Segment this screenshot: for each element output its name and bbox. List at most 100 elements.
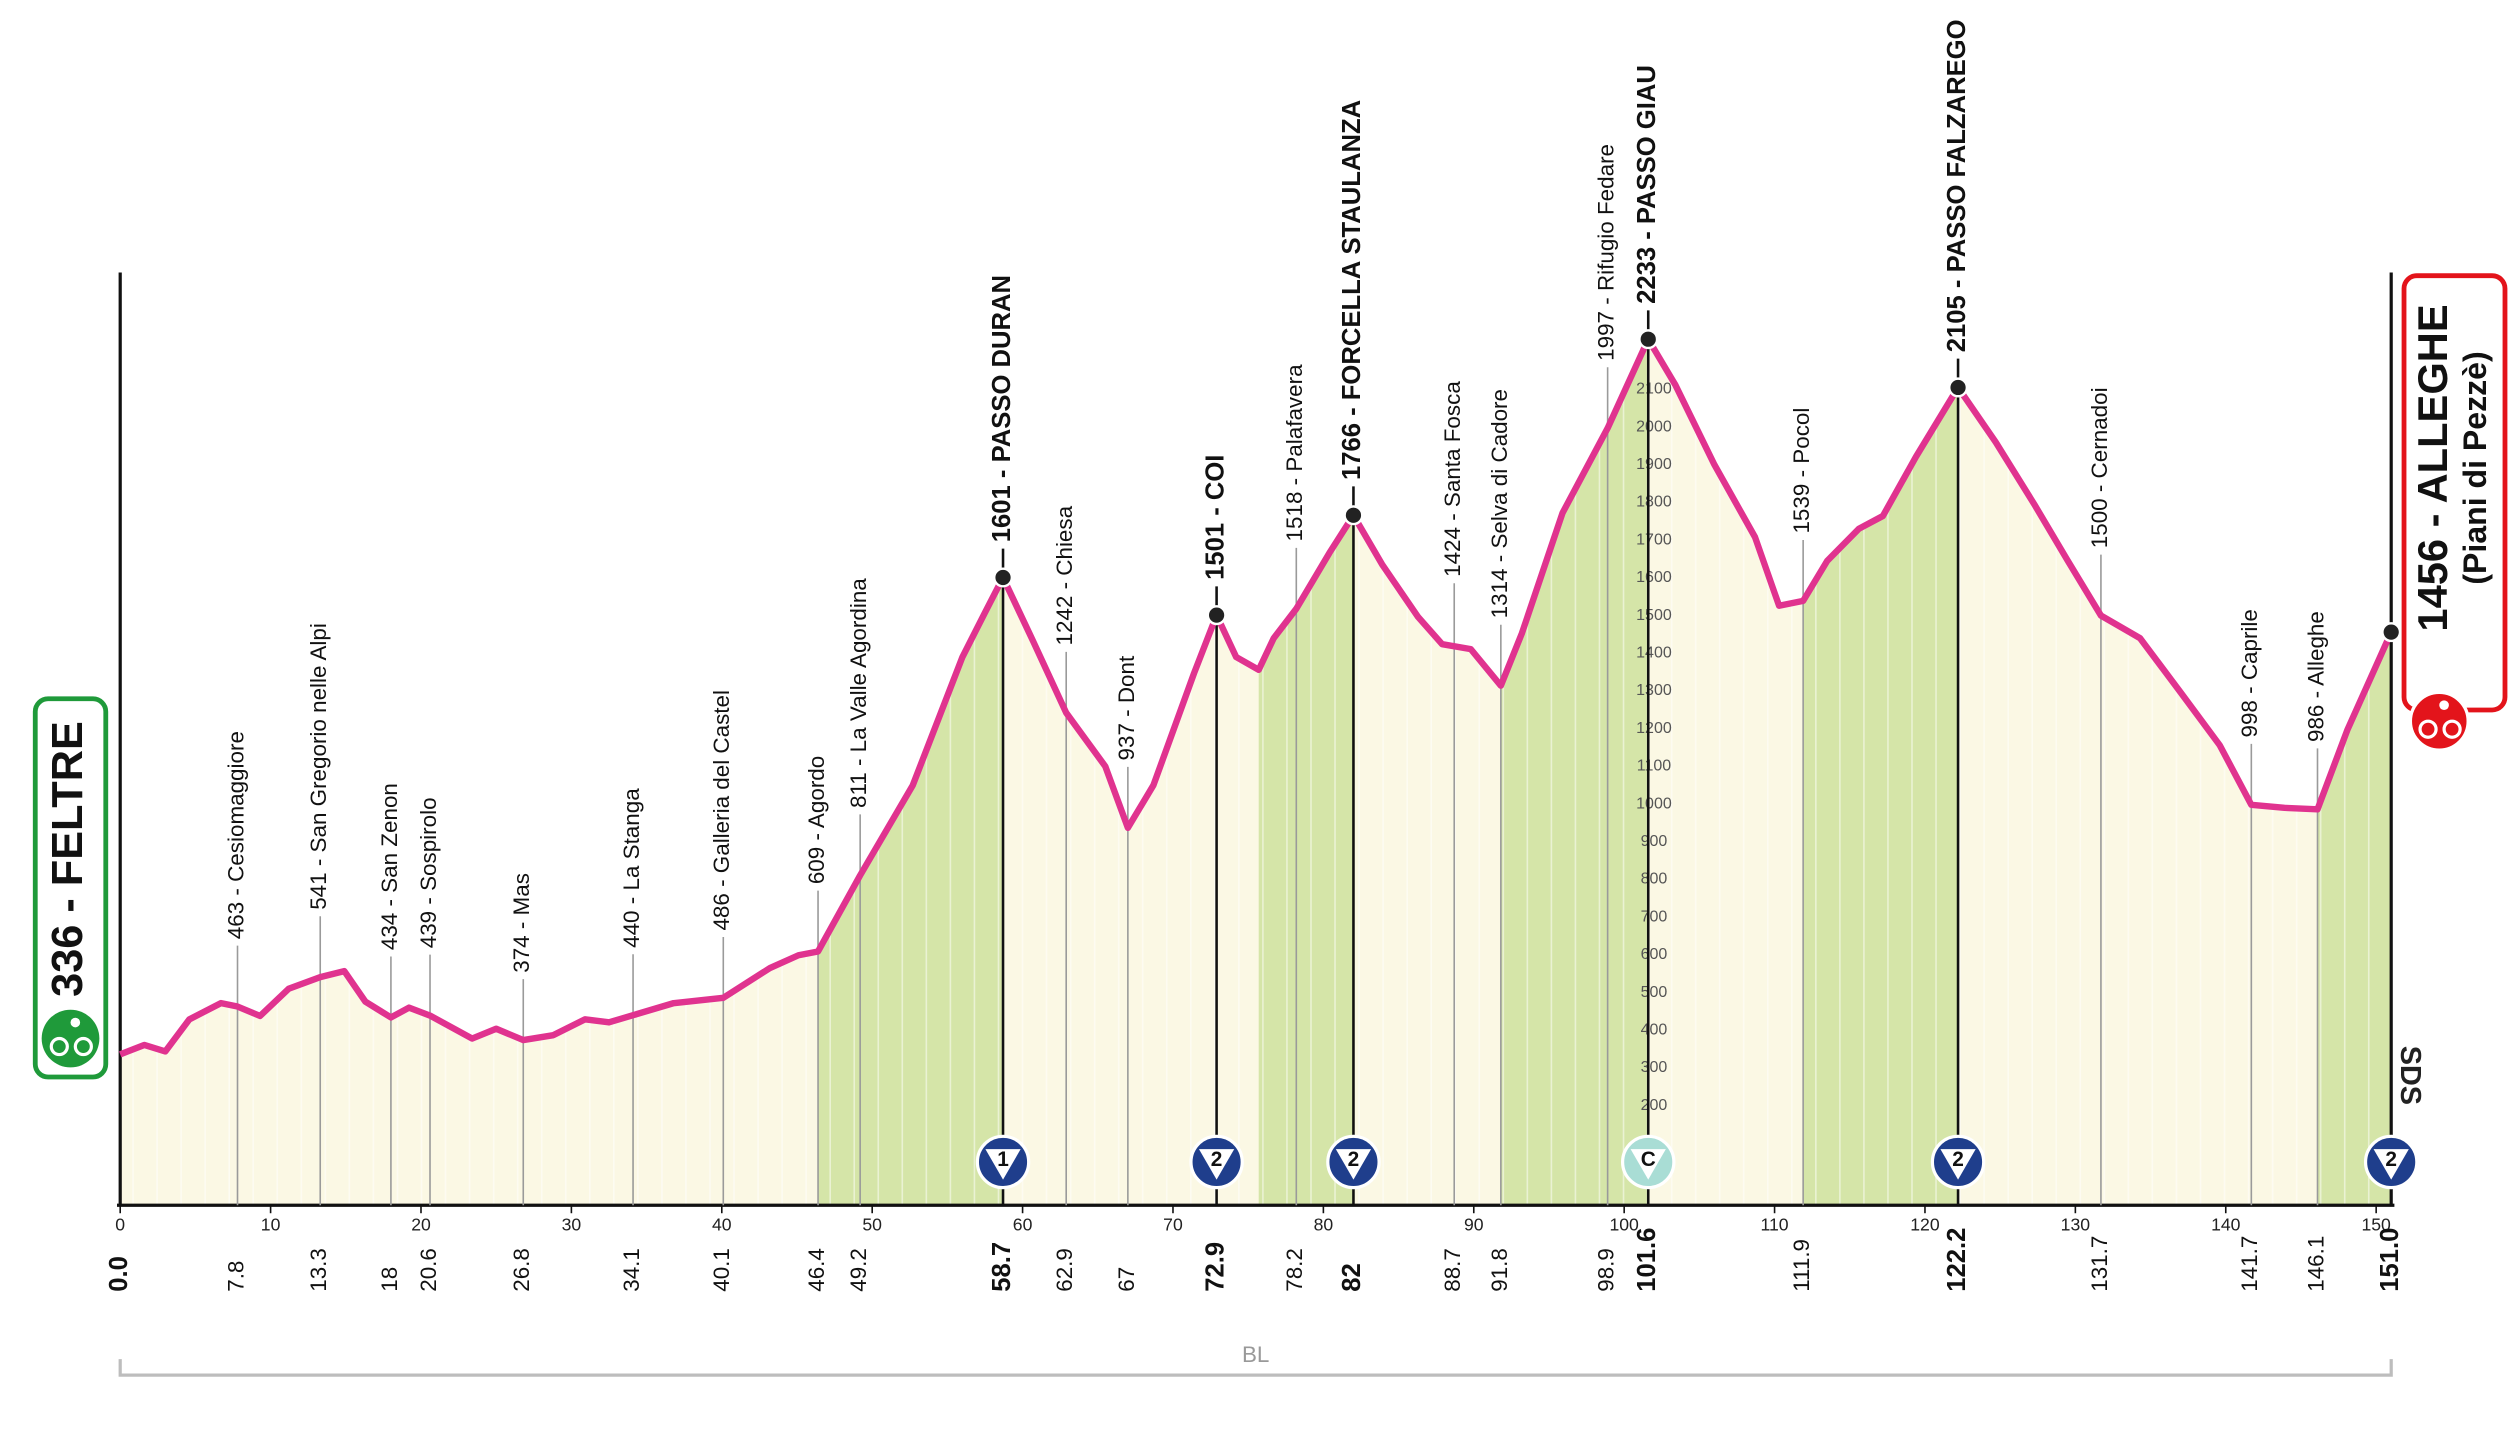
y-tick-label: 400 [1641, 1021, 1668, 1039]
climb-shade [2317, 632, 2392, 1206]
y-tick-label: 1900 [1636, 455, 1672, 473]
y-tick-label: 800 [1641, 870, 1668, 888]
waypoint-label: 2233 - PASSO GIAU [1633, 65, 1661, 304]
x-tick-label: 130 [2061, 1215, 2091, 1235]
finish-icon-head [2439, 700, 2449, 710]
x-tick-label: 110 [1761, 1215, 1789, 1235]
region-bracket [118, 1359, 2393, 1377]
y-tick-label: 1100 [1637, 757, 1672, 775]
x-tick-label: 0 [115, 1215, 125, 1235]
climb-category: 1 [997, 1148, 1009, 1171]
y-tick-label: 600 [1641, 945, 1668, 963]
waypoint-label: 463 - Cesiomaggiore [223, 731, 248, 939]
x-tick-label: 120 [1910, 1215, 1940, 1235]
x-tick-label: 50 [862, 1215, 882, 1235]
km-label: 26.8 [509, 1248, 534, 1292]
climb-badge-triangle [2373, 1149, 2409, 1180]
y-tick-label: 1000 [1636, 794, 1672, 812]
x-tick-label: 140 [2211, 1215, 2241, 1235]
waypoint-label: 440 - La Stanga [619, 788, 644, 948]
km-label: 40.1 [709, 1248, 734, 1292]
profile-layer: 2003004005006007008009001000110012001300… [32, 19, 2508, 1377]
y-tick-label: 1500 [1636, 606, 1672, 624]
x-tick-label: 90 [1464, 1215, 1484, 1235]
x-tick-label: 100 [1609, 1215, 1639, 1235]
profile-fill-layer [120, 264, 2392, 1206]
waypoint-label: 1424 - Santa Fosca [1440, 381, 1465, 577]
climb-shade [1803, 387, 1959, 1206]
finish-sublabel: (Piani di Pezzè) [2457, 351, 2493, 584]
finish-icon [2408, 690, 2470, 752]
km-label: 146.1 [2303, 1236, 2328, 1292]
km-label: 49.2 [846, 1248, 871, 1292]
waypoint-label: 1539 - Pocol [1789, 408, 1814, 534]
y-tick-label: 1600 [1636, 568, 1672, 586]
km-label: 62.9 [1052, 1248, 1077, 1292]
start-box [32, 696, 109, 1080]
start-icon-head [70, 1017, 81, 1028]
waypoint-label: 1242 - Chiesa [1052, 505, 1077, 645]
y-tick-label: 900 [1641, 832, 1668, 850]
climb-badge-triangle [1198, 1149, 1235, 1180]
km-label: 78.2 [1282, 1248, 1307, 1292]
x-tick-label: 20 [411, 1215, 431, 1235]
x-tick-label: 70 [1163, 1215, 1183, 1235]
x-tick-label: 60 [1013, 1215, 1033, 1235]
y-tick-label: 500 [1641, 983, 1668, 1001]
region-label: BL [1242, 1342, 1269, 1367]
climb-category: 2 [1952, 1148, 1964, 1171]
waypoint-label: 1501 - COI [1201, 455, 1229, 580]
waypoint-label: 434 - San Zenon [377, 783, 402, 950]
climb-category: C [1641, 1148, 1656, 1171]
km-label: 7.8 [223, 1261, 248, 1292]
waypoint-label: 937 - Dont [1114, 655, 1139, 760]
summit-dot [1948, 377, 1969, 398]
y-tick-label: 1800 [1636, 493, 1672, 511]
x-tick-label: 80 [1314, 1215, 1334, 1235]
km-label: 151.0 [2376, 1228, 2404, 1292]
km-label: 82 [1338, 1263, 1366, 1292]
y-tick-label: 300 [1641, 1058, 1668, 1076]
finish-icon-wheel [2418, 719, 2438, 739]
climb-badge-triangle [985, 1149, 1021, 1180]
summit-dot [993, 567, 1014, 588]
waypoint-label: 1601 - PASSO DURAN [988, 275, 1016, 542]
waypoint-label: 811 - La Valle Agordina [846, 578, 871, 808]
km-label: 101.6 [1633, 1228, 1661, 1292]
km-label: 67 [1114, 1267, 1139, 1292]
km-label: 72.9 [1201, 1242, 1229, 1292]
start-icon-wheel [73, 1036, 93, 1057]
climb-category: 2 [1348, 1148, 1360, 1171]
y-tick-label: 2100 [1636, 380, 1672, 398]
waypoint-label: 541 - San Gregorio nelle Alpi [306, 623, 331, 910]
climb-badge-triangle [1940, 1149, 1976, 1180]
climb-badge-triangle [1335, 1149, 1372, 1180]
waypoint-label: 986 - Alleghe [2303, 611, 2328, 742]
y-tick-label: 2000 [1636, 417, 1672, 435]
x-tick-label: 150 [2361, 1215, 2391, 1235]
summit-dot [1638, 329, 1659, 350]
km-label: 13.3 [306, 1248, 331, 1292]
waypoint-label: 1314 - Selva di Cadore [1487, 389, 1512, 618]
waypoint-label: 1766 - FORCELLA STAULANZA [1338, 100, 1366, 480]
waypoint-label: 609 - Agordo [804, 756, 829, 884]
sky-mask [120, 264, 2392, 1055]
x-tick-label: 30 [562, 1215, 582, 1235]
climb-badge-triangle [1630, 1149, 1666, 1180]
climb-category: 2 [2385, 1148, 2397, 1171]
start-icon-wheel [49, 1036, 69, 1057]
y-tick-label: 1200 [1636, 719, 1672, 737]
km-label: 18 [377, 1267, 402, 1292]
km-label: 20.6 [416, 1248, 441, 1292]
km-label: 58.7 [988, 1242, 1016, 1292]
finish-icon-wheel [2442, 719, 2462, 739]
km-label: 111.9 [1789, 1239, 1814, 1292]
climb-shade [1500, 339, 1649, 1206]
summit-dot [1343, 505, 1364, 526]
km-label: 141.7 [2237, 1236, 2262, 1292]
x-tick-label: 40 [712, 1215, 732, 1235]
y-tick-label: 1300 [1636, 681, 1672, 699]
km-label: 98.9 [1594, 1248, 1619, 1292]
logo: SDS [2394, 1046, 2426, 1105]
waypoint-label: 1997 - Rifugio Fedare [1594, 144, 1619, 361]
